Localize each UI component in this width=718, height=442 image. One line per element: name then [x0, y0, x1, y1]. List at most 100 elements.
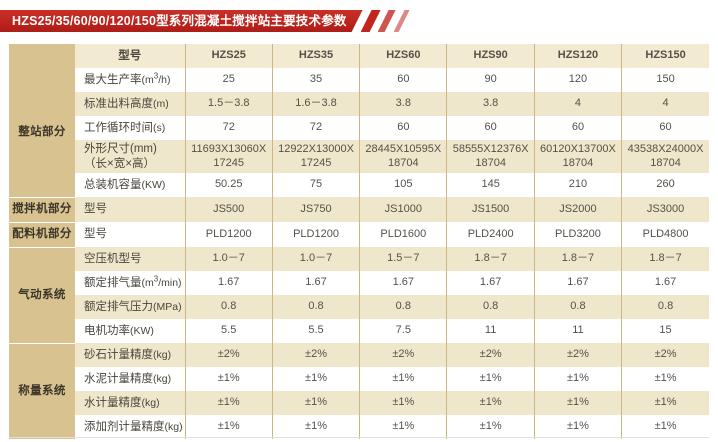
table-header-row: 型号 HZS25 HZS35 HZS60 HZS90 HZS120 HZS150 [9, 44, 709, 68]
cell-HZS25: ±1% [184, 367, 273, 391]
cell-HZS35: 72 [271, 116, 360, 140]
cell-HZS60: 7.5 [359, 319, 447, 343]
cell-HZS150: 0.8 [621, 295, 709, 319]
cell-HZS35: ±1% [271, 391, 360, 415]
cell-HZS25: 1.0－7 [184, 247, 273, 271]
row-label: 水计量精度(kg) [75, 391, 186, 415]
cell-HZS120: ±1% [533, 415, 622, 439]
table-row: 水泥计量精度(kg) ±1% ±1% ±1% ±1% ±1% ±1% [9, 367, 709, 391]
cell-HZS60: ±1% [359, 415, 447, 439]
cell-HZS90: 90 [446, 68, 535, 92]
banner-stripes-decoration [359, 10, 415, 32]
cell-HZS150: ±2% [621, 343, 709, 367]
row-label: 总装机容量(KW) [75, 173, 186, 197]
cell-HZS35: 5.5 [271, 319, 360, 343]
cell-HZS120: JS2000 [533, 197, 622, 222]
cell-HZS25: ±1% [184, 391, 273, 415]
cell-HZS150: ±1% [621, 415, 709, 439]
table-row: 添加剂计量精度(kg) ±1% ±1% ±1% ±1% ±1% ±1% [9, 415, 709, 439]
spec-table: 型号 HZS25 HZS35 HZS60 HZS90 HZS120 HZS150 整站部分 最大… [9, 44, 709, 439]
banner-stripe-2 [378, 10, 396, 32]
cell-HZS35: PLD1200 [271, 222, 360, 247]
cell-HZS35: JS750 [271, 197, 360, 222]
model-header-HZS90: HZS90 [446, 44, 535, 68]
model-header-HZS150: HZS150 [621, 44, 709, 68]
row-label: 砂石计量精度(kg) [75, 343, 186, 367]
table-row: 称量系统 砂石计量精度(kg) ±2% ±2% ±2% ±2% ±2% ±2% [9, 343, 709, 439]
model-header-HZS120: HZS120 [533, 44, 622, 68]
row-label: 工作循环时间(s) [75, 116, 186, 140]
cell-HZS120: 120 [533, 68, 622, 92]
row-label: 空压机型号 [75, 247, 186, 271]
table-row: 标准出料高度(m) 1.5－3.8 1.6－3.8 3.8 3.8 4 4 [9, 92, 709, 116]
cell-HZS90: 58555X12376X 18704 [446, 140, 535, 173]
cell-HZS90: 1.67 [446, 271, 535, 295]
title-banner: HZS25/35/60/90/120/150型系列混凝土搅拌站主要技术参数 [0, 10, 415, 32]
cell-HZS60: 105 [359, 173, 447, 197]
cell-HZS35: 12922X13000X 17245 [271, 140, 360, 173]
table-row: 水计量精度(kg) ±1% ±1% ±1% ±1% ±1% ±1% [9, 391, 709, 415]
cell-HZS90: 1.8－7 [446, 247, 535, 271]
cell-HZS150: 15 [621, 319, 709, 343]
cell-HZS150: 1.67 [621, 271, 709, 295]
cell-HZS25: ±2% [184, 343, 273, 367]
table-row: 额定排气压力(MPa) 0.8 0.8 0.8 0.8 0.8 0.8 [9, 295, 709, 319]
cell-HZS120: PLD3200 [533, 222, 622, 247]
row-label: 型号 [75, 197, 186, 222]
row-label: 额定排气量(m3/min) [75, 271, 186, 295]
row-label: 额定排气压力(MPa) [75, 295, 186, 319]
cell-HZS35: ±1% [271, 415, 360, 439]
cell-HZS60: ±1% [359, 391, 447, 415]
cell-HZS150: 60 [621, 116, 709, 140]
cell-HZS60: ±1% [359, 367, 447, 391]
row-label: 添加剂计量精度(kg) [75, 415, 186, 439]
cell-HZS150: PLD4800 [621, 222, 709, 247]
cell-HZS90: 11 [446, 319, 535, 343]
cell-HZS25: 11693X13060X 17245 [184, 140, 273, 173]
cell-HZS25: 25 [184, 68, 273, 92]
cell-HZS90: 0.8 [446, 295, 535, 319]
model-header-HZS35: HZS35 [271, 44, 360, 68]
cell-HZS25: ±1% [184, 415, 273, 439]
cell-HZS90: 3.8 [446, 92, 535, 116]
cell-HZS35: 75 [271, 173, 360, 197]
cell-HZS25: JS500 [184, 197, 273, 222]
banner-title: HZS25/35/60/90/120/150型系列混凝土搅拌站主要技术参数 [0, 10, 363, 32]
table-bottom-rule [9, 437, 709, 438]
cell-HZS35: 0.8 [271, 295, 360, 319]
cell-HZS35: 35 [271, 68, 360, 92]
row-label: 最大生产率(m3/h) [75, 68, 186, 92]
cell-HZS120: 1.8－7 [533, 247, 622, 271]
row-label: 电机功率(KW) [75, 319, 186, 343]
model-header-label: 型号 [75, 44, 186, 68]
cell-HZS90: ±2% [446, 343, 535, 367]
cell-HZS25: 1.67 [184, 271, 273, 295]
cell-HZS90: PLD2400 [446, 222, 535, 247]
cell-HZS35: 1.6－3.8 [271, 92, 360, 116]
cell-HZS150: 150 [621, 68, 709, 92]
banner-stripe-3 [394, 10, 410, 32]
cell-HZS120: ±1% [533, 391, 622, 415]
cell-HZS60: 60 [359, 68, 447, 92]
cell-HZS150: 43538X24000X 18704 [621, 140, 709, 173]
table-corner-cell [9, 44, 76, 68]
cell-HZS35: ±1% [271, 367, 360, 391]
table-row: 配料机部分 型号 PLD1200 PLD1200 PLD1600 PLD2400 PLD32… [9, 222, 709, 248]
group-label-4: 气动系统 [9, 247, 76, 344]
cell-HZS150: 260 [621, 173, 709, 197]
table-row: 搅拌机部分 型号 JS500 JS750 JS1000 JS1500 JS2000 JS300… [9, 197, 709, 223]
cell-HZS35: 1.0－7 [271, 247, 360, 271]
cell-HZS120: 210 [533, 173, 622, 197]
cell-HZS25: 50.25 [184, 173, 273, 197]
cell-HZS60: 1.67 [359, 271, 447, 295]
cell-HZS60: 60 [359, 116, 447, 140]
model-header-HZS25: HZS25 [184, 44, 273, 68]
cell-HZS120: ±2% [533, 343, 622, 367]
cell-HZS90: ±1% [446, 391, 535, 415]
row-label: 外形尺寸(mm) （长×宽×高） [75, 140, 186, 173]
row-label: 型号 [75, 222, 186, 247]
banner-stripe-1 [361, 10, 381, 32]
group-label-5: 称量系统 [9, 343, 76, 439]
cell-HZS90: ±1% [446, 415, 535, 439]
table-row: 气动系统 空压机型号 1.0－7 1.0－7 1.5－7 1.8－7 1.8－7 1.8－7 [9, 247, 709, 344]
